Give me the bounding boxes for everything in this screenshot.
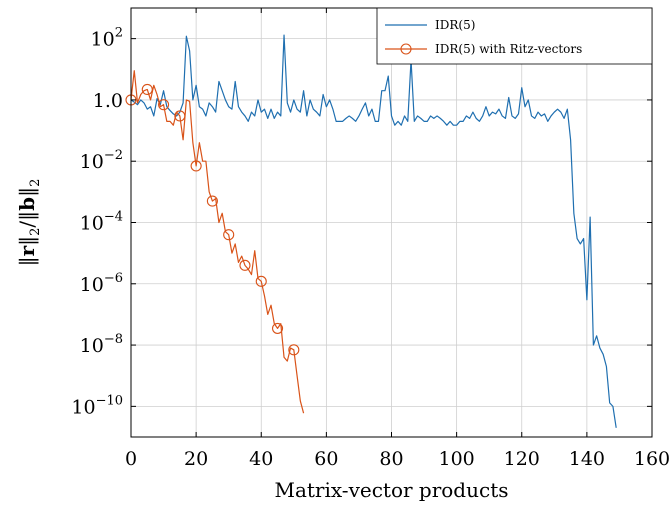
x-tick-label: 0 xyxy=(125,448,137,470)
legend-label-idr5: IDR(5) xyxy=(435,18,475,32)
y-axis-title: ‖r‖2/‖b‖2 xyxy=(15,179,43,267)
y-tick-label: 10−8 xyxy=(80,332,123,357)
legend-marker-idr5-ritz xyxy=(400,43,412,55)
series-1-marker xyxy=(288,344,300,356)
y-tick-label: 10−10 xyxy=(71,393,123,418)
y-tick-label: 10−4 xyxy=(80,210,123,235)
series-1-marker xyxy=(206,195,218,207)
legend: IDR(5) IDR(5) with Ritz-vectors xyxy=(376,7,653,65)
x-tick-label: 20 xyxy=(184,448,208,470)
x-tick-label: 140 xyxy=(569,448,605,470)
x-tick-label: 100 xyxy=(438,448,474,470)
series-layer xyxy=(125,34,617,428)
y-tick-label: 10−2 xyxy=(80,148,123,173)
series-1-marker xyxy=(239,259,251,271)
x-tick-label: 60 xyxy=(314,448,338,470)
x-axis-title: Matrix-vector products xyxy=(274,478,508,502)
series-1-marker xyxy=(141,83,153,95)
x-tick-label: 40 xyxy=(249,448,273,470)
series-line-1 xyxy=(130,70,305,414)
x-tick-label: 120 xyxy=(504,448,540,470)
series-1-marker xyxy=(223,229,235,241)
y-tick-label: 1.0 xyxy=(93,90,123,112)
y-tick-labels: 10−10 10−8 10−6 10−4 10−2 1.0 102 xyxy=(71,26,123,419)
series-line-0 xyxy=(130,34,617,428)
x-tick-label: 160 xyxy=(634,448,670,470)
series-1-marker xyxy=(158,99,170,111)
grid-lines xyxy=(130,8,653,437)
x-tick-label: 80 xyxy=(379,448,403,470)
x-tick-labels: 0 20 40 60 80 100 120 140 160 xyxy=(125,448,670,470)
series-1-marker xyxy=(255,275,267,287)
series-1-marker xyxy=(174,110,186,122)
series-1-marker xyxy=(271,322,284,334)
y-tick-label: 102 xyxy=(91,26,123,51)
legend-box xyxy=(376,7,653,65)
tick-marks xyxy=(130,8,653,437)
series-1-marker xyxy=(190,160,202,172)
legend-label-idr5-ritz: IDR(5) with Ritz-vectors xyxy=(435,42,582,56)
y-tick-label: 10−6 xyxy=(80,271,123,296)
